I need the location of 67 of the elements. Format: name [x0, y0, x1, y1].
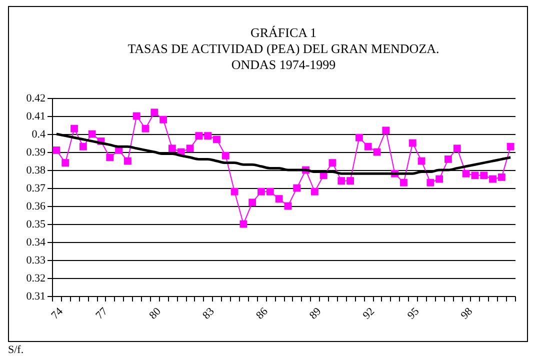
point	[222, 152, 230, 160]
point	[284, 202, 292, 210]
point	[328, 159, 336, 167]
x-tick-label: 77	[94, 305, 110, 322]
point	[124, 157, 132, 165]
point	[480, 172, 488, 180]
point	[248, 198, 256, 206]
point	[142, 124, 150, 132]
point	[168, 144, 176, 152]
x-tick-label: 83	[200, 305, 218, 322]
y-tick-label: 0.31	[26, 290, 46, 302]
y-tick-label: 0.41	[26, 110, 46, 122]
point	[160, 116, 168, 124]
point	[258, 188, 265, 196]
point	[471, 172, 479, 180]
point	[382, 126, 390, 134]
point	[426, 178, 434, 186]
y-tick-label: 0.39	[26, 146, 46, 158]
y-tick-label: 0.34	[26, 236, 46, 248]
point	[150, 108, 158, 116]
point	[79, 142, 87, 150]
y-tick-label: 0.32	[26, 272, 46, 284]
y-tick-label: 0.38	[26, 164, 46, 176]
y-tick-label: 0.35	[26, 218, 46, 230]
point	[186, 144, 194, 152]
x-tick-label: 95	[405, 305, 422, 322]
point	[204, 132, 212, 140]
point	[106, 154, 114, 162]
x-tick-label: 89	[307, 305, 324, 322]
point	[436, 175, 444, 183]
y-tick-label: 0.42	[26, 92, 46, 104]
point	[62, 159, 70, 167]
point	[52, 146, 60, 154]
point	[195, 132, 203, 140]
point	[489, 175, 496, 183]
x-tick-label: 98	[458, 305, 476, 322]
point	[213, 136, 220, 144]
chart-title: GRÁFICA 1 TASAS DE ACTIVIDAD (PEA) DEL GRAN MENDOZA. ONDAS 1974-1999	[128, 25, 440, 72]
point	[462, 170, 470, 178]
point	[444, 155, 452, 163]
point	[266, 188, 274, 196]
y-tick-label: 0.4	[32, 128, 46, 140]
y-tick-label: 0.36	[26, 200, 46, 212]
point	[338, 177, 346, 185]
text: S/f.	[8, 344, 24, 356]
point	[70, 124, 78, 132]
point	[364, 142, 372, 150]
point	[132, 112, 140, 120]
point	[355, 134, 363, 142]
point	[400, 178, 408, 186]
point	[506, 142, 514, 150]
point	[293, 184, 301, 192]
point	[275, 195, 283, 203]
point	[240, 220, 248, 228]
x-tick-label: 92	[360, 306, 378, 322]
x-tick-label: 74	[49, 305, 66, 322]
point	[88, 130, 96, 138]
point	[310, 188, 318, 196]
point	[346, 177, 354, 185]
point	[408, 139, 416, 147]
x-tick-label: 80	[147, 305, 164, 322]
x-tick-label: 86	[254, 305, 271, 322]
y-tick-label: 0.37	[26, 182, 46, 194]
y-tick-label: 0.33	[26, 254, 46, 266]
point	[453, 144, 461, 152]
point	[230, 188, 238, 196]
point	[498, 173, 506, 181]
